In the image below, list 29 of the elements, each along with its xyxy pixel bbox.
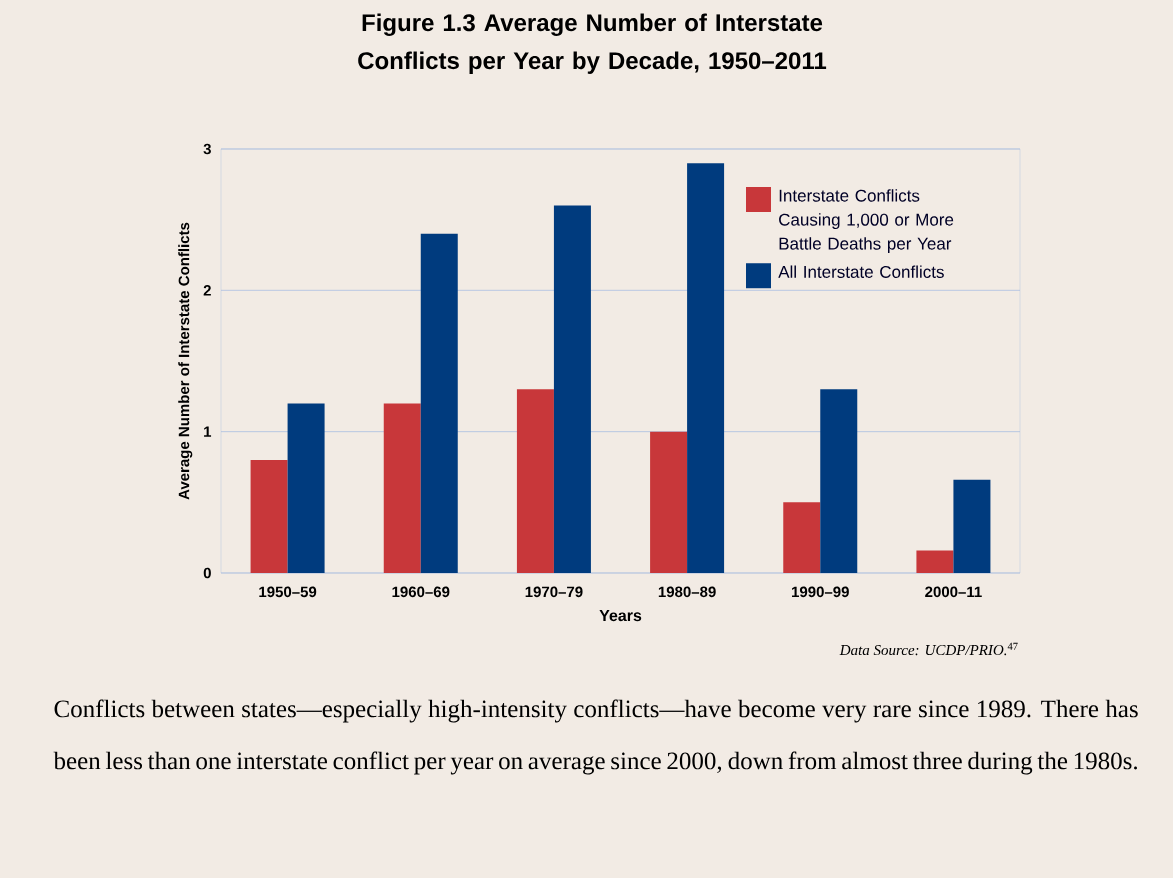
x-tick-label: 1950–59 [259, 586, 317, 598]
y-tick-label: 1 [204, 426, 212, 437]
x-tick-label: 1990–99 [792, 586, 849, 598]
x-axis-title: Years [599, 609, 642, 622]
legend-label: All Interstate Conflicts [778, 265, 944, 278]
x-tick-label: 1980–89 [658, 586, 716, 598]
legend-label: Interstate Conflicts Causing 1,000 or More Battle Deaths per Year [779, 189, 954, 254]
y-tick-label: 0 [203, 567, 211, 579]
bar [516, 389, 554, 573]
x-tick-label: 2000–11 [925, 586, 982, 598]
bar [553, 205, 591, 573]
x-tick-label: 1970–79 [525, 586, 583, 598]
bar [687, 163, 725, 573]
text: Conflicts between states—especially high-intensity conflicts—have become very rare since 1989. There has been less than one interstate conflict per year on average since 2000, down from almost three during the 1980s. [53, 699, 1138, 775]
bar [916, 550, 954, 573]
chart-title: Figure 1.3 Average Number of Interstate Conflicts per Year by Decade, 1950–2011 [358, 13, 827, 74]
bar [383, 403, 421, 573]
bar [820, 389, 858, 573]
text: Data Source: UCDP/PRIO.$^{47}$ [839, 642, 1018, 656]
bar [287, 403, 325, 573]
bar [420, 233, 458, 573]
x-tick-label: 1960–69 [392, 586, 450, 598]
bar [783, 502, 821, 573]
y-tick-label: 3 [203, 143, 211, 155]
bar [250, 459, 288, 573]
y-tick-label: 2 [203, 285, 211, 296]
y-axis-title: Average Number of Interstate Conflicts [178, 222, 193, 500]
bar [953, 479, 991, 573]
bar [650, 431, 688, 573]
